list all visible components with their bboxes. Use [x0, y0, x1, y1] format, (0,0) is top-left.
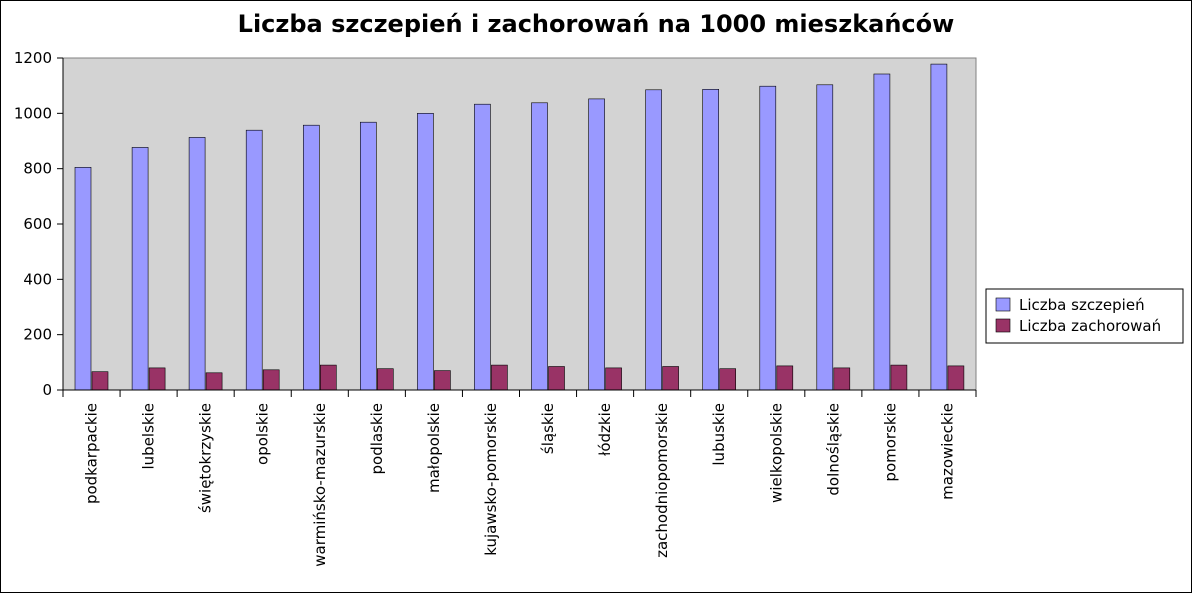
x-tick-label: warmińsko-mazurskie — [311, 403, 329, 567]
y-tick-label: 600 — [23, 215, 52, 233]
bar-zachorowan — [262, 369, 280, 391]
bar-zachorowan — [434, 370, 451, 391]
x-tick-label: mazowieckie — [938, 403, 956, 500]
bar-szczepien — [588, 98, 605, 391]
x-tick-label: kujawsko-pomorskie — [482, 403, 500, 556]
bar-zachorowan — [605, 367, 622, 391]
bar-szczepien — [531, 102, 548, 391]
bar-zachorowan — [205, 372, 223, 391]
bar-zachorowan — [833, 367, 851, 391]
bars-group — [74, 63, 965, 391]
bar-zachorowan — [91, 371, 109, 391]
legend-swatch-szczepien — [995, 297, 1011, 312]
chart-title: Liczba szczepień i zachorowań na 1000 mi… — [238, 10, 955, 38]
x-tick-label: dolnośląskie — [824, 403, 842, 496]
bar-zachorowan — [319, 364, 337, 391]
axes-group: 0 200 400 600 800 1000 1200 podkarpackie lubelsk… — [14, 49, 977, 567]
legend-swatch-zachorowan — [995, 318, 1011, 333]
bar-zachorowan — [376, 368, 394, 391]
bar-szczepien — [759, 85, 777, 391]
bar-zachorowan — [548, 366, 565, 391]
x-tick-label: śląskie — [539, 403, 557, 454]
bar-szczepien — [359, 121, 377, 391]
bar-szczepien — [816, 84, 834, 391]
x-tick-label: podkarpackie — [83, 403, 101, 504]
y-tick-label: 1200 — [14, 49, 52, 67]
legend: Liczba szczepień Liczba zachorowań — [985, 288, 1184, 344]
bar-zachorowan — [491, 364, 508, 391]
x-tick-label: łódzkie — [596, 403, 614, 456]
x-tick-label: lubelskie — [140, 403, 158, 470]
bar-zachorowan — [776, 365, 794, 391]
bar-szczepien — [873, 73, 891, 391]
x-tick-label: opolskie — [254, 403, 272, 465]
bar-zachorowan — [947, 365, 965, 391]
y-tick-label: 0 — [42, 381, 52, 399]
bar-szczepien — [245, 129, 263, 391]
bar-szczepien — [302, 124, 320, 391]
legend-label-szczepien: Liczba szczepień — [1019, 296, 1145, 314]
y-tick-label: 200 — [23, 326, 52, 344]
x-tick-label: lubuskie — [710, 403, 728, 466]
y-tick-label: 1000 — [14, 104, 52, 122]
bar-zachorowan — [148, 367, 166, 391]
x-tick-label: wielkopolskie — [767, 403, 785, 503]
x-tick-label: małopolskie — [425, 403, 443, 493]
bar-szczepien — [474, 103, 491, 391]
y-tick-label: 800 — [23, 160, 52, 178]
bar-szczepien — [417, 113, 434, 391]
bar-szczepien — [930, 63, 948, 391]
legend-label-zachorowan: Liczba zachorowań — [1019, 317, 1161, 335]
bar-szczepien — [645, 89, 662, 391]
x-tick-label: świętokrzyskie — [197, 403, 215, 513]
bar-zachorowan — [719, 368, 737, 391]
bar-szczepien — [74, 167, 92, 391]
y-tick-label: 400 — [23, 270, 52, 288]
bar-szczepien — [188, 137, 206, 391]
bar-zachorowan — [662, 366, 679, 391]
x-tick-label: pomorskie — [881, 403, 899, 482]
bar-szczepien — [131, 147, 149, 391]
bar-szczepien — [702, 89, 720, 391]
legend-box — [985, 288, 1184, 344]
x-tick-label: podlaskie — [368, 403, 386, 474]
bar-zachorowan — [890, 364, 908, 391]
x-tick-label: zachodniopomorskie — [653, 403, 671, 558]
